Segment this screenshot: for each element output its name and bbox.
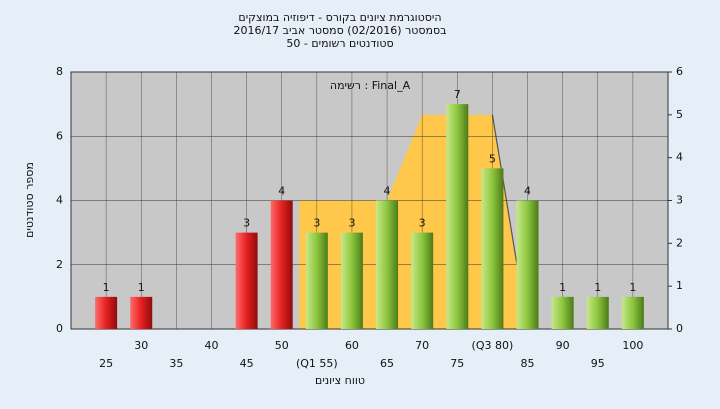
x-tick-label: 100 bbox=[622, 339, 643, 352]
x-tick-label: (Q1 55) bbox=[296, 357, 338, 370]
x-tick-label: 50 bbox=[275, 339, 289, 352]
value-label: 3 bbox=[313, 217, 320, 230]
x-tick-label: 75 bbox=[450, 357, 464, 370]
y2-tick-label: 2 bbox=[676, 236, 683, 249]
x-tick-label: 30 bbox=[134, 339, 148, 352]
bar bbox=[376, 200, 399, 329]
x-tick-label: 70 bbox=[415, 339, 429, 352]
bar bbox=[516, 200, 539, 329]
bar bbox=[340, 232, 363, 329]
plot-border bbox=[70, 71, 669, 330]
y2-tick-label: 6 bbox=[676, 65, 683, 78]
value-label: 1 bbox=[559, 281, 566, 294]
value-label: 3 bbox=[243, 217, 250, 230]
bar bbox=[305, 232, 328, 329]
y-axis-label: מספר סטודנטים bbox=[23, 162, 36, 238]
value-label: 3 bbox=[348, 217, 355, 230]
value-label: 4 bbox=[524, 185, 531, 198]
x-tick-label: 35 bbox=[169, 357, 183, 370]
y-tick-label: 0 bbox=[56, 322, 63, 335]
value-label: 7 bbox=[454, 88, 461, 101]
x-tick-label: 40 bbox=[204, 339, 218, 352]
bar bbox=[270, 200, 293, 329]
y-tick-label: 2 bbox=[56, 258, 63, 271]
overlay-line bbox=[491, 114, 518, 265]
value-label: 5 bbox=[489, 152, 496, 165]
x-tick-label: 25 bbox=[99, 357, 113, 370]
y2-tick-label: 3 bbox=[676, 194, 683, 207]
y2-tick-label: 0 bbox=[676, 322, 683, 335]
y2-tick-label: 1 bbox=[676, 279, 683, 292]
x-tick-label: 85 bbox=[521, 357, 535, 370]
bar bbox=[551, 296, 574, 329]
value-label: 1 bbox=[629, 281, 636, 294]
value-label: 4 bbox=[278, 185, 285, 198]
y-tick-label: 6 bbox=[56, 129, 63, 142]
value-label: 4 bbox=[384, 185, 391, 198]
chart-subtitle: בסמסטר (02/2016) סמסטר אביב 2016/17 bbox=[233, 24, 446, 37]
y-tick-label: 8 bbox=[56, 65, 63, 78]
bar bbox=[481, 168, 504, 329]
annotation: רשימה : Final_A bbox=[330, 79, 411, 92]
value-label: 1 bbox=[103, 281, 110, 294]
bar bbox=[586, 296, 609, 329]
chart-subtitle: סטודנטים רשומים - 50 bbox=[286, 37, 393, 50]
x-tick-label: 65 bbox=[380, 357, 394, 370]
value-label: 1 bbox=[138, 281, 145, 294]
bar bbox=[235, 232, 258, 329]
bar bbox=[446, 104, 469, 329]
y2-tick-label: 4 bbox=[676, 151, 683, 164]
value-label: 3 bbox=[419, 217, 426, 230]
bar bbox=[411, 232, 434, 329]
x-axis-label: טווח ציונים bbox=[315, 374, 365, 387]
x-tick-label: 60 bbox=[345, 339, 359, 352]
y2-tick-label: 5 bbox=[676, 108, 683, 121]
bar bbox=[130, 296, 153, 329]
bar bbox=[95, 296, 118, 329]
x-tick-label: 45 bbox=[240, 357, 254, 370]
chart-title: היסטוגרמת ציונים בקורס - דיפוזיה במוצקים bbox=[238, 11, 441, 24]
x-tick-label: (Q3 80) bbox=[472, 339, 514, 352]
x-tick-label: 95 bbox=[591, 357, 605, 370]
x-tick-label: 90 bbox=[556, 339, 570, 352]
value-label: 1 bbox=[594, 281, 601, 294]
bar bbox=[621, 296, 644, 329]
y-tick-label: 4 bbox=[56, 194, 63, 207]
